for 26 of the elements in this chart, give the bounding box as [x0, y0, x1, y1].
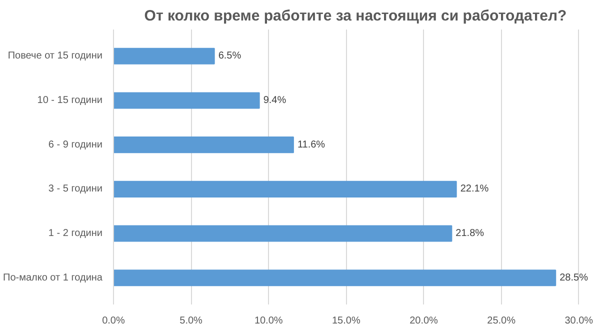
- x-tick-label: 20.0%: [410, 316, 438, 326]
- bar: [114, 225, 452, 242]
- y-tick-label: 10 - 15 години: [37, 94, 103, 106]
- data-label: 28.5%: [560, 272, 588, 284]
- data-label: 9.4%: [263, 94, 286, 106]
- data-label: 22.1%: [460, 184, 489, 195]
- data-label: 11.6%: [297, 139, 326, 150]
- data-label: 6.5%: [218, 50, 242, 62]
- bar: [114, 48, 215, 64]
- x-tick-label: 5.0%: [180, 316, 203, 326]
- chart-title: От колко време работите за настоящия си работодател?: [144, 8, 567, 24]
- bar: [114, 270, 556, 286]
- bar: [114, 136, 294, 154]
- x-tick-label: 15.0%: [332, 316, 360, 326]
- x-tick-label: 25.0%: [487, 316, 516, 326]
- x-tick-label: 0.0%: [102, 316, 126, 326]
- data-label: 21.8%: [456, 228, 484, 240]
- y-tick-label: По-малко от 1 година: [3, 272, 103, 284]
- bar: [114, 92, 260, 109]
- x-tick-label: 10.0%: [254, 316, 283, 326]
- x-tick-label: 30.0%: [564, 316, 594, 326]
- y-tick-label: 1 - 2 години: [48, 228, 103, 240]
- y-tick-label: 3 - 5 години: [48, 184, 103, 195]
- bar: [114, 180, 457, 198]
- y-tick-label: Повече от 15 години: [8, 50, 103, 62]
- y-tick-label: 6 - 9 години: [48, 139, 103, 150]
